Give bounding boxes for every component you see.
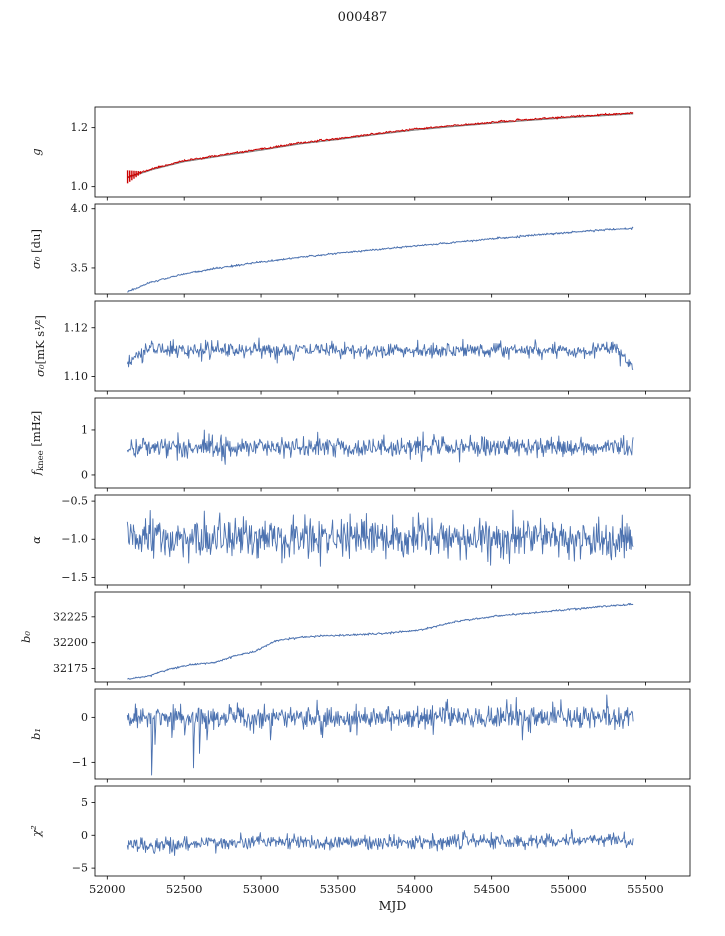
y-tick-label: −1.0 <box>61 533 88 546</box>
y-tick-label: 32175 <box>53 662 88 675</box>
panel-frame <box>94 591 691 683</box>
series-sigma0-mks-series <box>126 337 634 370</box>
x-tick-label: 55500 <box>627 882 664 896</box>
x-tick-label: 52500 <box>166 882 203 896</box>
y-tick-label: 4.0 <box>71 202 89 215</box>
panel-series-group <box>126 694 634 776</box>
panel-frame <box>94 785 691 877</box>
y-tick-label: −0.5 <box>61 495 88 508</box>
panel-sigma0-du: 3.5 4.0 σ₀ [du] <box>29 202 691 298</box>
y-tick-label: 0 <box>81 829 88 842</box>
y-axis-label-alpha: α <box>29 536 43 544</box>
y-tick-label: 1.0 <box>71 180 89 193</box>
x-tick-label: 53500 <box>320 882 357 896</box>
panel-frame <box>94 688 691 780</box>
y-tick-label: 3.5 <box>71 261 89 274</box>
y-tick-label: 1.10 <box>64 370 89 383</box>
y-axis-label-b1: b₁ <box>29 728 43 740</box>
y-tick-label: −5 <box>72 862 88 875</box>
x-tick-label: 52000 <box>89 882 126 896</box>
y-axis-label-sigma0-mks: σ₀[mK s¹⁄²] <box>33 315 47 377</box>
y-tick-label: 0 <box>81 468 88 481</box>
y-tick-label: 0 <box>81 711 88 724</box>
x-tick-label: 55000 <box>550 882 587 896</box>
x-tick-label: 54000 <box>396 882 433 896</box>
panel-series-group <box>126 337 634 370</box>
panel-frame <box>94 106 691 198</box>
x-tick-label: 54500 <box>473 882 510 896</box>
figure-title: 000487 <box>337 10 388 25</box>
series-gain-fit <box>127 111 634 178</box>
series-chi2-series <box>126 828 634 856</box>
y-axis-label-b0: b₀ <box>19 631 33 643</box>
y-axis-label-chi2: χ² <box>29 825 43 838</box>
series-b1-series <box>126 694 634 776</box>
y-tick-label: 5 <box>81 796 88 809</box>
y-axis-label-sigma0-du: σ₀ [du] <box>29 229 43 269</box>
panel-b0: 32175 32200 32225 b₀ <box>19 591 691 686</box>
panel-series-group <box>126 509 634 567</box>
panel-b1: −1 0 b₁ <box>29 688 691 783</box>
series-sigma0-du-series <box>127 226 634 293</box>
panel-series-group <box>127 226 634 293</box>
series-alpha-series <box>126 509 634 567</box>
panel-series-group <box>126 828 634 856</box>
y-tick-label: 32200 <box>53 636 88 649</box>
panel-fknee: 0 1 fknee [mHz] <box>29 397 691 492</box>
panel-series-group <box>127 602 634 680</box>
panel-series-group <box>126 429 634 465</box>
x-axis-label: MJD <box>379 898 407 913</box>
panel-series-group <box>126 111 634 184</box>
y-tick-label: −1.5 <box>61 571 88 584</box>
y-tick-label: 1 <box>81 423 88 436</box>
y-tick-label: 1.12 <box>64 321 89 334</box>
series-gain-model <box>127 113 634 179</box>
y-axis-label-fknee: fknee [mHz] <box>29 411 46 477</box>
y-tick-label: −1 <box>72 756 88 769</box>
panel-frame <box>94 494 691 586</box>
y-axis-label-g: g <box>29 148 43 155</box>
y-tick-label: 1.2 <box>71 121 89 134</box>
series-b0-series <box>127 602 634 680</box>
panel-g: 1.0 1.2 g <box>29 106 691 201</box>
series-fknee-series <box>126 429 634 465</box>
y-tick-label: 32225 <box>53 610 88 623</box>
panel-frame <box>94 203 691 295</box>
x-tick-label: 53000 <box>243 882 280 896</box>
panel-frame <box>94 300 691 392</box>
panel-alpha: −1.5 −1.0 −0.5 α <box>29 494 691 589</box>
panel-sigma0-mks: 1.10 1.12 σ₀[mK s¹⁄²] <box>33 300 691 395</box>
panel-frame <box>94 397 691 489</box>
panel-chi2: −5 0 5 52000 52500 53000 53500 54000 54500 55000 5… <box>29 785 691 896</box>
